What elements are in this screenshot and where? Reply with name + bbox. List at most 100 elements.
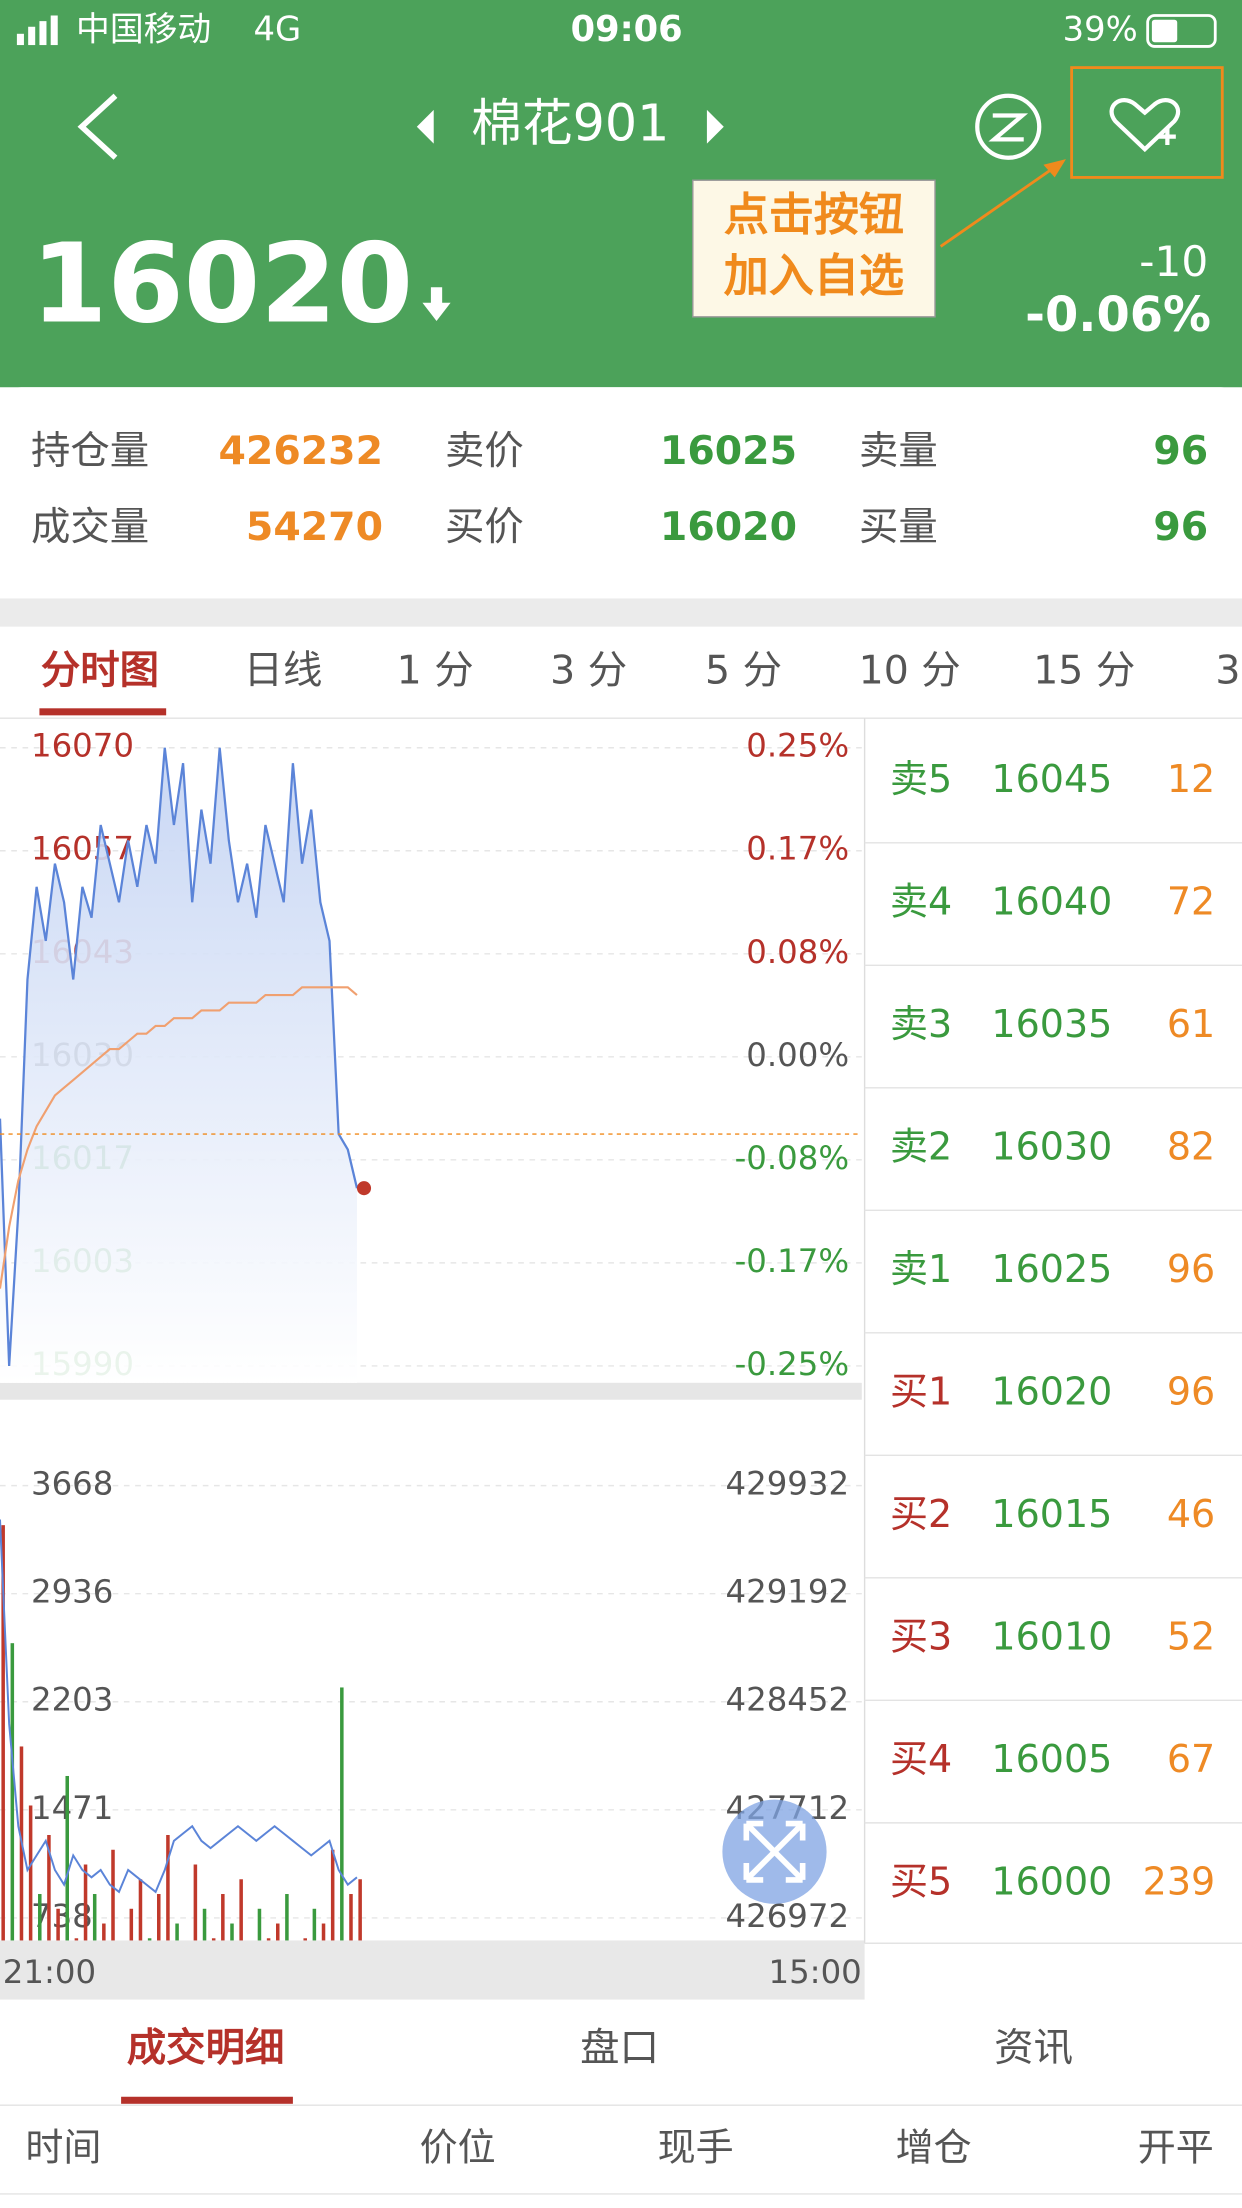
level-volume: 96 <box>1167 1370 1215 1414</box>
level-label: 买2 <box>890 1492 952 1536</box>
clock: 09:06 <box>571 9 683 50</box>
quote-label: 买量 <box>859 504 938 550</box>
level-price: 16040 <box>991 880 1112 924</box>
volume-bar <box>83 1864 88 1941</box>
quote-label: 持仓量 <box>31 428 149 474</box>
quote-value: 16020 <box>660 504 797 550</box>
volume-bar <box>340 1687 344 1941</box>
column-header: 增仓 <box>896 2126 972 2170</box>
expand-icon <box>743 1820 806 1883</box>
volume-bar <box>102 1923 106 1941</box>
level-label: 卖3 <box>890 1002 952 1046</box>
volume-bar <box>38 1894 42 1941</box>
contract-title: 棉花901 <box>471 94 669 153</box>
x-tick-label: 15:00 <box>768 1953 861 1991</box>
separator <box>0 1382 862 1400</box>
volume-bar <box>321 1923 326 1941</box>
annotation-text: 点击按钮 <box>724 188 904 241</box>
quote-value: 54270 <box>246 504 383 550</box>
detail-tab[interactable]: 资讯 <box>994 2025 1073 2071</box>
annotation-box <box>692 179 936 318</box>
last-point <box>356 1181 372 1196</box>
next-contract[interactable] <box>706 109 724 144</box>
volume-bar <box>266 1938 271 1941</box>
level-volume: 46 <box>1167 1492 1215 1536</box>
pct-tick-label: -0.25% <box>735 1345 850 1383</box>
volume-bar <box>330 1849 335 1941</box>
detail-tab[interactable]: 成交明细 <box>127 2025 285 2071</box>
quote-value: 96 <box>1153 504 1208 550</box>
level-volume: 239 <box>1143 1860 1216 1904</box>
level-label: 卖4 <box>890 880 952 924</box>
pct-tick-label: 0.00% <box>746 1036 849 1074</box>
carrier: 中国移动 <box>76 9 211 48</box>
volume-bar <box>111 1849 115 1941</box>
column-header: 时间 <box>25 2126 101 2170</box>
level-volume: 67 <box>1167 1737 1215 1781</box>
period-tab[interactable]: 1 分 <box>397 648 474 694</box>
volume-bar <box>10 1643 15 1941</box>
favorite-button[interactable] <box>1109 98 1181 153</box>
quote-panel <box>0 387 1242 599</box>
volume-bar <box>349 1894 353 1941</box>
period-tab[interactable]: 15 分 <box>1033 648 1135 694</box>
volume-bar <box>92 1894 97 1941</box>
volume-tick-label: 1471 <box>31 1789 113 1827</box>
period-tab[interactable]: 10 分 <box>859 648 961 694</box>
oi-tick-label: 426972 <box>726 1897 850 1935</box>
pct-tick-label: -0.08% <box>735 1139 850 1177</box>
volume-bar <box>193 1864 198 1941</box>
level-volume: 72 <box>1167 880 1215 924</box>
trade-button[interactable] <box>975 93 1042 160</box>
column-header: 现手 <box>658 2126 734 2170</box>
level-volume: 12 <box>1167 757 1215 801</box>
level-volume: 82 <box>1167 1125 1215 1169</box>
level-label: 卖5 <box>890 757 952 801</box>
period-tab[interactable]: 3 <box>1215 648 1240 694</box>
volume-bar <box>202 1908 207 1941</box>
quote-value: 16025 <box>660 428 797 474</box>
header-bg <box>0 0 1242 388</box>
period-tab[interactable]: 5 分 <box>705 648 782 694</box>
level-volume: 96 <box>1167 1247 1215 1291</box>
level-label: 卖2 <box>890 1125 952 1169</box>
period-tab[interactable]: 日线 <box>244 648 323 694</box>
expand-button[interactable] <box>722 1799 827 1904</box>
oi-tick-label: 429192 <box>726 1573 850 1611</box>
pct-tick-label: 0.08% <box>746 933 849 971</box>
quote-label: 买价 <box>445 504 524 550</box>
volume-bar <box>157 1894 161 1941</box>
volume-bar <box>166 1834 170 1941</box>
column-header: 开平 <box>1138 2126 1214 2170</box>
open-interest-line <box>0 1519 358 1894</box>
prev-contract[interactable] <box>416 109 434 144</box>
plus-icon <box>1158 128 1176 146</box>
volume-bar <box>47 1834 51 1941</box>
separator <box>0 598 1242 627</box>
time-strip <box>0 1940 865 2000</box>
level-price: 16045 <box>991 757 1112 801</box>
annotation-arrow <box>939 165 1057 248</box>
period-tab[interactable]: 分时图 <box>41 648 159 694</box>
highlight-box <box>1070 66 1224 179</box>
quote-value: 96 <box>1153 428 1208 474</box>
volume-bar <box>147 1938 152 1941</box>
level-label: 买1 <box>890 1370 952 1414</box>
volume-tick-label: 3668 <box>31 1465 113 1503</box>
level-label: 买3 <box>890 1615 952 1659</box>
last-price: 16020 <box>31 220 413 348</box>
quote-label: 成交量 <box>31 504 149 550</box>
volume-bar <box>1 1525 5 1941</box>
period-tab[interactable]: 3 分 <box>550 648 627 694</box>
volume-bar <box>211 1938 216 1941</box>
annotation-text: 加入自选 <box>724 249 904 302</box>
battery-text: 39% <box>1063 9 1138 48</box>
detail-tab[interactable]: 盘口 <box>580 2025 659 2071</box>
back-button[interactable] <box>77 93 118 160</box>
volume-bar <box>56 1908 60 1941</box>
volume-tick-label: 2936 <box>31 1573 113 1611</box>
level-label: 卖1 <box>890 1247 952 1291</box>
quote-value: 426232 <box>219 428 384 474</box>
